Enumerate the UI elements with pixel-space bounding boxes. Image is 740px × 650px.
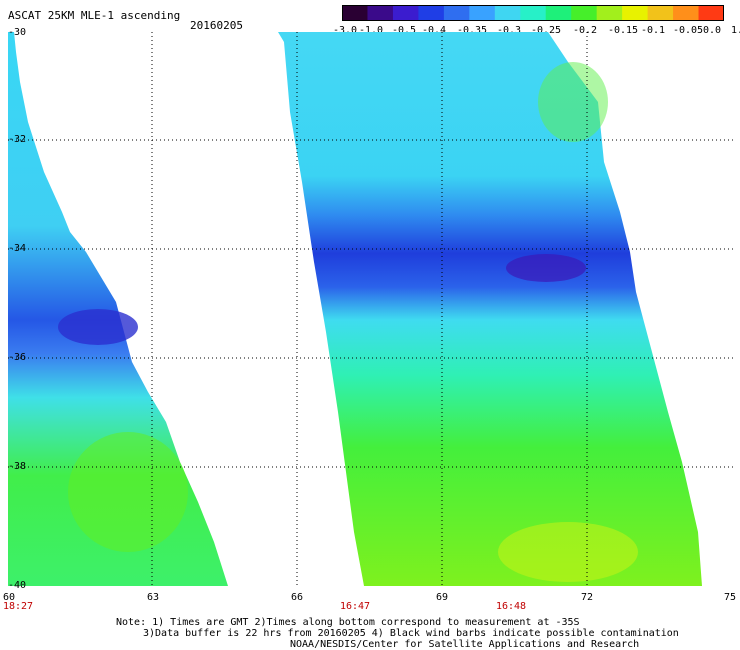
colorbar-swatch (622, 5, 649, 21)
note-line: NOAA/NESDIS/Center for Satellite Applica… (290, 639, 640, 650)
note-line: 3)Data buffer is 22 hrs from 20160205 4)… (143, 628, 679, 639)
colorbar (342, 5, 724, 21)
lat-label: -36 (8, 352, 27, 363)
colorbar-swatch (571, 5, 598, 21)
colorbar-swatch (494, 5, 521, 21)
colorbar-swatch (342, 5, 368, 21)
colorbar-swatch (469, 5, 496, 21)
colorbar-tick-label: -0.15 (607, 25, 639, 36)
colorbar-swatch (673, 5, 700, 21)
colorbar-tick-label: -0.3 (496, 25, 522, 36)
lat-label: -30 (8, 27, 27, 38)
lon-label: 60 (2, 592, 16, 603)
colorbar-frame (342, 5, 724, 21)
lon-label: 72 (580, 592, 594, 603)
colorbar-swatch (443, 5, 470, 21)
lon-label: 63 (146, 592, 160, 603)
lon-label: 66 (290, 592, 304, 603)
left-swath-low (58, 309, 138, 345)
colorbar-swatch (698, 5, 724, 21)
colorbar-swatch (545, 5, 572, 21)
lon-label: 69 (435, 592, 449, 603)
lon-label: 75 (723, 592, 737, 603)
colorbar-swatch (367, 5, 394, 21)
lat-label: -40 (8, 580, 27, 591)
colorbar-tick-label: -0.1 (640, 25, 666, 36)
lat-label: -34 (8, 243, 27, 254)
pass-time-label: 16:47 (339, 601, 371, 612)
pass-time-label: 16:48 (495, 601, 527, 612)
swath-map (8, 32, 734, 586)
colorbar-swatch (520, 5, 547, 21)
right-swath-yellow-south (498, 522, 638, 582)
right-swath (278, 32, 702, 586)
colorbar-tick-label: -0.5 (391, 25, 417, 36)
left-swath-green-patch (68, 432, 188, 552)
colorbar-tick-label: 0.0 (702, 25, 722, 36)
colorbar-tick-label: -0.25 (530, 25, 562, 36)
colorbar-tick-label: 1.0 (730, 25, 740, 36)
lat-label: -38 (8, 461, 27, 472)
colorbar-swatch (392, 5, 419, 21)
colorbar-tick-label: -0.05 (672, 25, 704, 36)
pass-time-label: 18:27 (2, 601, 34, 612)
colorbar-tick-label: -0.2 (572, 25, 598, 36)
note-line: Note: 1) Times are GMT 2)Times along bot… (116, 617, 580, 628)
colorbar-tick-label: -0.35 (456, 25, 488, 36)
right-swath-green-north (538, 62, 608, 142)
colorbar-tick-label: -1.0 (358, 25, 384, 36)
lat-label: -32 (8, 134, 27, 145)
product-date: 20160205 (190, 19, 243, 32)
grid (8, 32, 734, 586)
colorbar-tick-label: -0.4 (421, 25, 447, 36)
right-swath-low-core (506, 254, 586, 282)
colorbar-labels: -3.0 -1.0 -0.5 -0.4 -0.35 -0.3 -0.25 -0.2 -0.15-… (300, 25, 740, 39)
left-swath (8, 32, 228, 586)
colorbar-swatch (596, 5, 623, 21)
colorbar-swatch (647, 5, 674, 21)
colorbar-swatch (418, 5, 445, 21)
colorbar-tick-label: -3.0 (332, 25, 358, 36)
product-title: ASCAT 25KM MLE-1 ascending (8, 9, 181, 22)
